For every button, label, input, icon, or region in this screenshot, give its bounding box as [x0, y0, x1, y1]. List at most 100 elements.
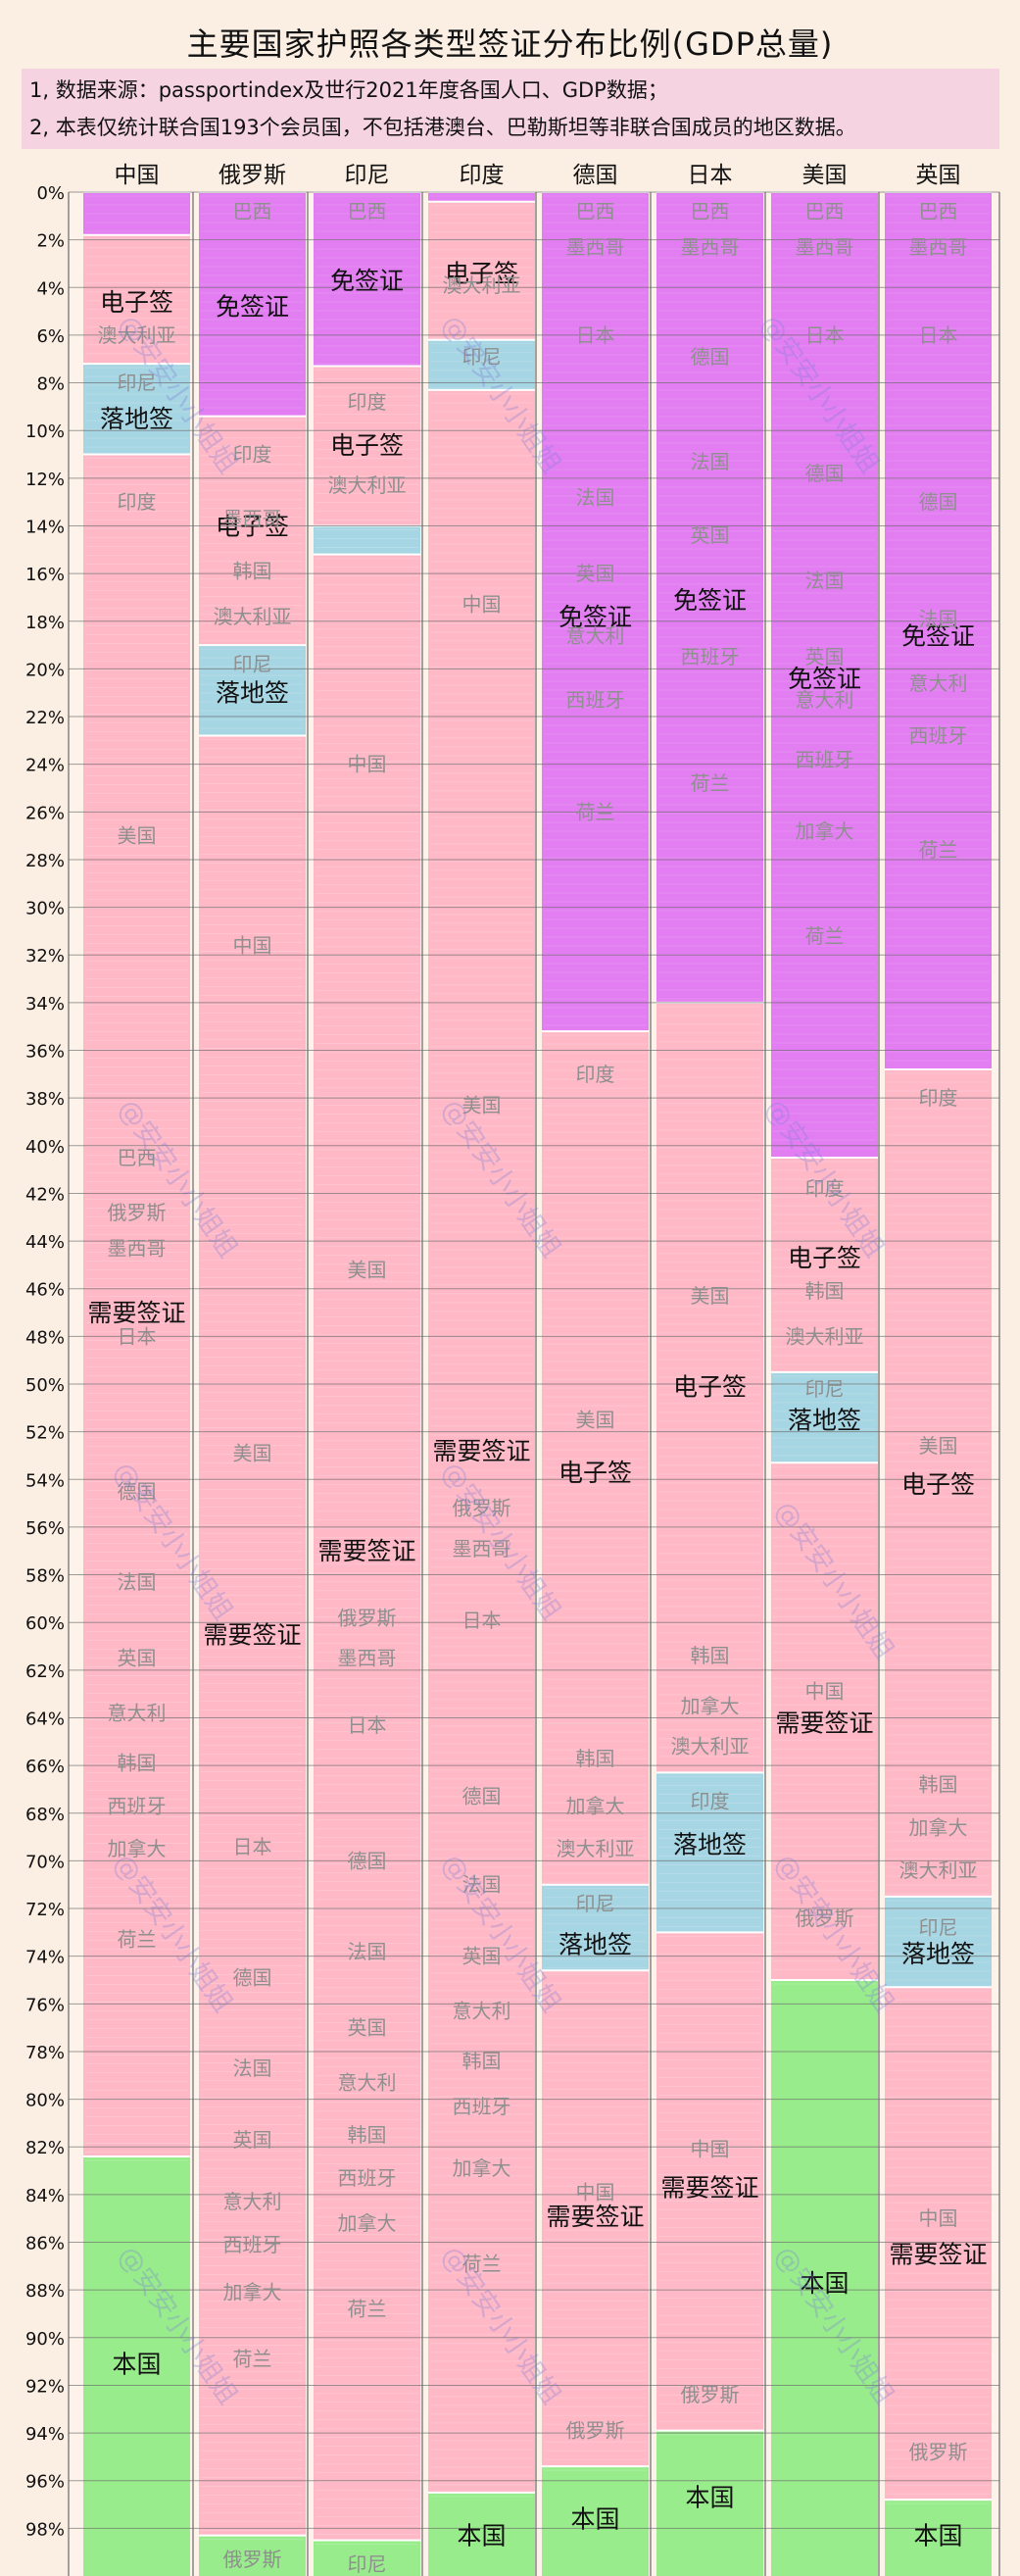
country-label-4-2: 日本 — [576, 323, 615, 347]
segment-label-3-4: 本国 — [457, 2522, 506, 2551]
country-label-7-5: 意大利 — [909, 671, 968, 695]
country-label-0-13: 西班牙 — [108, 1794, 167, 1817]
country-label-6-2: 日本 — [805, 323, 845, 347]
country-label-3-12: 西班牙 — [453, 2095, 511, 2118]
country-label-5-10: 澳大利亚 — [671, 1735, 750, 1759]
country-label-3-11: 韩国 — [462, 2050, 502, 2073]
y-tick-label-34: 68% — [25, 1805, 65, 1825]
column-header-2: 印尼 — [345, 163, 390, 188]
bar-segment-5-0 — [656, 192, 763, 1003]
country-label-5-0: 巴西 — [691, 199, 730, 223]
note-scope: 2, 本表仅统计联合国193个会员国，不包括港澳台、巴勒斯坦等非联合国成员的地区… — [29, 116, 856, 139]
country-label-1-11: 英国 — [233, 2128, 272, 2152]
y-tick-label-49: 98% — [25, 2519, 65, 2540]
country-label-0-15: 荷兰 — [118, 1928, 157, 1952]
country-label-3-9: 英国 — [462, 1945, 502, 1968]
country-label-0-3: 美国 — [118, 824, 157, 848]
country-label-2-7: 日本 — [348, 1713, 387, 1737]
segment-label-4-0: 免签证 — [559, 603, 632, 631]
y-tick-label-8: 16% — [25, 565, 65, 585]
y-tick-label-48: 96% — [25, 2472, 65, 2493]
segment-label-0-1: 电子签 — [100, 288, 173, 317]
bar-segment-1-4 — [199, 2535, 306, 2576]
country-label-0-7: 日本 — [118, 1324, 157, 1348]
bar-segment-5-4 — [656, 2430, 763, 2576]
y-tick-label-6: 12% — [25, 470, 65, 490]
country-label-1-3: 韩国 — [233, 560, 272, 583]
country-label-7-8: 印度 — [919, 1086, 958, 1110]
country-label-3-3: 美国 — [462, 1093, 502, 1116]
country-label-6-5: 英国 — [805, 645, 845, 669]
country-label-7-12: 澳大利亚 — [899, 1858, 978, 1882]
bar-segment-1-1 — [199, 416, 306, 646]
country-label-4-7: 荷兰 — [576, 800, 615, 823]
bar-segment-6-4 — [771, 1980, 878, 2576]
bar-segment-3-4 — [428, 2492, 535, 2576]
y-tick-label-18: 36% — [25, 1042, 65, 1063]
y-tick-label-43: 86% — [25, 2234, 65, 2254]
segment-label-1-3: 需要签证 — [203, 1620, 301, 1649]
country-label-6-1: 墨西哥 — [796, 235, 854, 259]
country-label-1-12: 意大利 — [223, 2190, 282, 2213]
country-label-0-0: 澳大利亚 — [98, 323, 176, 347]
country-label-1-7: 美国 — [233, 1442, 272, 1465]
bar-segment-5-1 — [656, 1002, 763, 1773]
grid-lines — [68, 191, 1000, 2576]
country-label-2-8: 德国 — [348, 1849, 387, 1872]
bar-segment-6-3 — [771, 1462, 878, 1980]
segment-label-6-0: 免签证 — [788, 665, 861, 693]
segment-label-5-0: 免签证 — [673, 586, 747, 615]
segment-label-2-1: 电子签 — [330, 431, 404, 460]
country-label-5-9: 加拿大 — [681, 1694, 740, 1717]
country-label-0-14: 加拿大 — [108, 1837, 167, 1860]
country-label-1-2: 墨西哥 — [223, 507, 282, 530]
segment-label-5-4: 本国 — [685, 2484, 734, 2512]
segment-label-3-1: 电子签 — [445, 260, 518, 288]
country-label-6-8: 加拿大 — [796, 819, 854, 843]
y-tick-label-14: 28% — [25, 851, 65, 871]
segment-label-7-4: 本国 — [913, 2522, 962, 2551]
country-label-0-1: 印尼 — [118, 372, 157, 395]
country-label-1-8: 日本 — [233, 1835, 272, 1858]
y-tick-label-38: 76% — [25, 1995, 65, 2015]
column-header-3: 印度 — [460, 163, 505, 188]
country-label-4-14: 中国 — [576, 2180, 615, 2204]
country-label-2-2: 澳大利亚 — [328, 473, 407, 497]
y-tick-label-26: 52% — [25, 1423, 65, 1444]
segment-label-1-0: 免签证 — [216, 293, 289, 322]
segment-label-0-2: 落地签 — [100, 405, 173, 433]
y-tick-label-7: 14% — [25, 517, 65, 537]
column-header-6: 美国 — [802, 163, 848, 188]
segment-label-2-0: 免签证 — [330, 267, 404, 295]
country-label-7-11: 加拿大 — [909, 1815, 968, 1839]
country-label-5-12: 中国 — [691, 2138, 730, 2161]
bar-segment-7-2 — [885, 1896, 992, 1988]
country-label-3-14: 荷兰 — [462, 2252, 502, 2275]
y-tick-label-9: 18% — [25, 613, 65, 633]
country-label-5-2: 德国 — [691, 345, 730, 369]
country-label-7-13: 印尼 — [919, 1915, 958, 1939]
column-header-5: 日本 — [688, 163, 733, 188]
segment-label-7-0: 免签证 — [901, 621, 975, 650]
y-tick-label-16: 32% — [25, 946, 65, 966]
bar-segment-0-0 — [83, 192, 190, 235]
bar-segment-7-1 — [885, 1068, 992, 1897]
country-label-3-0: 澳大利亚 — [443, 273, 521, 297]
bar-segment-4-3 — [542, 1970, 649, 2467]
country-label-7-14: 中国 — [919, 2206, 958, 2230]
country-label-4-6: 西班牙 — [566, 688, 625, 712]
segment-label-4-4: 本国 — [570, 2505, 619, 2534]
country-label-4-8: 印度 — [576, 1063, 615, 1086]
segment-label-3-3: 需要签证 — [432, 1437, 530, 1465]
country-label-5-8: 韩国 — [691, 1644, 730, 1667]
segment-label-1-2: 落地签 — [216, 679, 289, 708]
bar-segment-3-2 — [428, 339, 535, 390]
segment-label-0-3: 需要签证 — [87, 1299, 185, 1327]
y-tick-label-45: 90% — [25, 2329, 65, 2350]
y-tick-label-17: 34% — [25, 994, 65, 1015]
column-header-0: 中国 — [115, 163, 160, 188]
segment-label-7-3: 需要签证 — [889, 2241, 987, 2269]
segment-label-6-3: 需要签证 — [775, 1709, 873, 1737]
chart-title: 主要国家护照各类型签证分布比例(GDP总量) — [186, 25, 834, 63]
